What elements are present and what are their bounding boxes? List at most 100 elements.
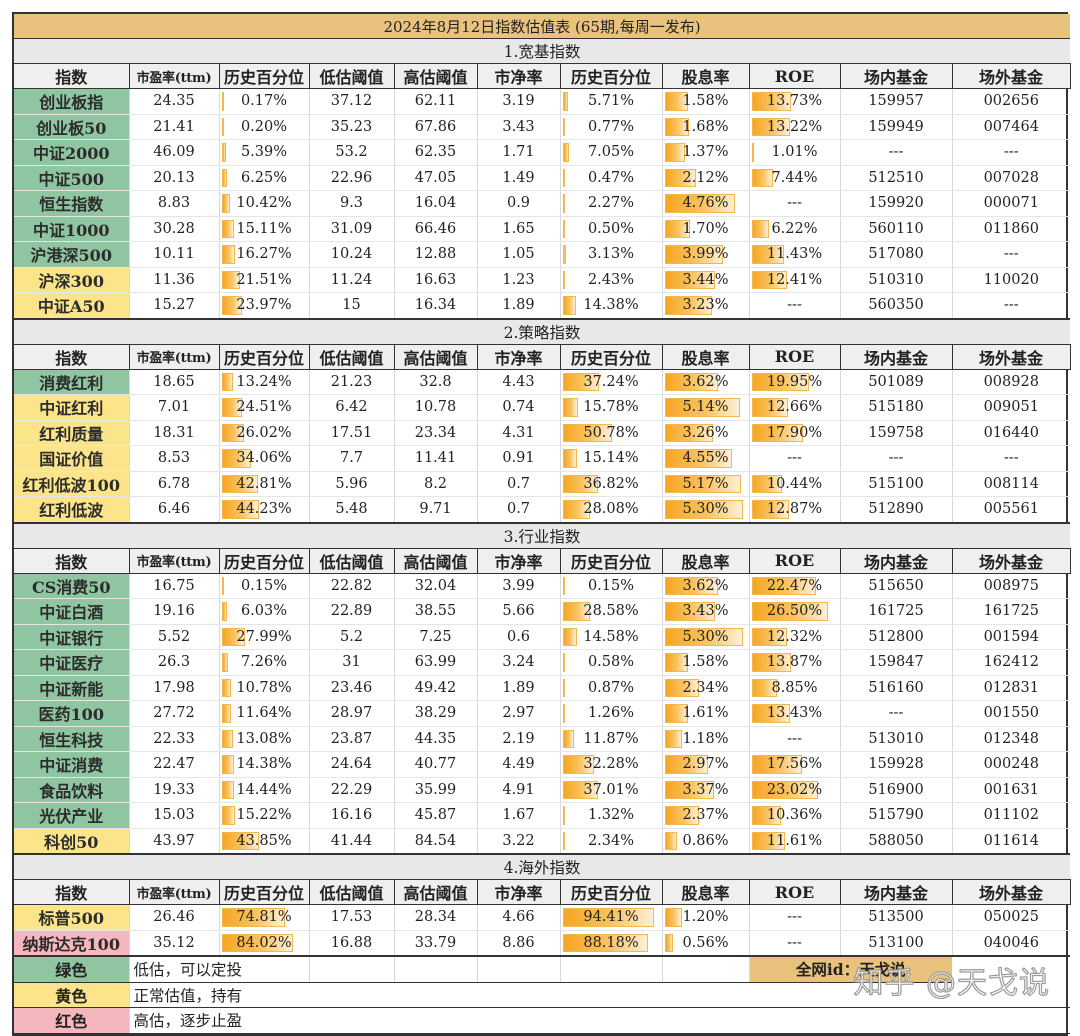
cell-value: 17.90%: [766, 424, 823, 441]
data-bar: [221, 117, 224, 136]
cell-value: 13.24%: [236, 373, 292, 390]
legend-row: 绿色 低估，可以定投 全网id：天戈说: [14, 956, 1070, 983]
data-bar: [751, 423, 804, 442]
cell-div: 1.18%: [662, 726, 750, 752]
cell-pe-pct: 0.20%: [219, 114, 310, 140]
cell-value: 3.44%: [682, 271, 729, 288]
index-name: 国证价值: [14, 445, 130, 472]
cell-pb: 8.86: [477, 930, 561, 957]
data-bar: [221, 168, 227, 187]
cell-value: 23.02%: [766, 781, 823, 798]
cell-otc: 110020: [952, 267, 1071, 293]
table-row: 沪深300 11.36 21.51% 11.24 16.63 1.23 2.43% 3.44%…: [14, 267, 1071, 293]
cell-pb-pct: 0.15%: [560, 573, 663, 599]
cell-value: 17.56%: [766, 756, 823, 773]
data-bar: [221, 296, 242, 315]
cell-pe: 6.46: [129, 496, 220, 524]
index-name: 沪港深500: [14, 241, 130, 268]
cell-etf: 159847: [840, 649, 953, 676]
table-row: 红利低波 6.46 44.23% 5.48 9.71 0.7 28.08% 5.30% 12.8…: [14, 496, 1071, 524]
cell-pb: 1.71: [477, 139, 561, 166]
empty-cell: [662, 956, 750, 983]
data-bar: [562, 908, 655, 927]
data-bar: [221, 806, 235, 825]
cell-etf: 513100: [840, 930, 953, 957]
cell-value: 1.68%: [682, 118, 729, 135]
data-bar: [221, 678, 231, 697]
cell-value: 2.34%: [682, 679, 729, 696]
data-bar: [751, 219, 770, 238]
column-header: ROE: [749, 344, 841, 370]
cell-etf: 159928: [840, 751, 953, 778]
column-header: 高估阈值: [394, 879, 478, 905]
data-bar: [664, 245, 724, 264]
column-header-row: 指数 市盈率(ttm) 历史百分位 低估阈值 高估阈值 市净率 历史百分位 股息率 ROE 场内基…: [14, 879, 1071, 905]
cell-low: 22.82: [309, 573, 395, 599]
index-name: 中证2000: [14, 139, 130, 166]
cell-value: 13.73%: [766, 93, 823, 110]
cell-pe-pct: 14.44%: [219, 777, 310, 803]
data-bar: [221, 92, 224, 111]
cell-value: 43.85%: [236, 832, 292, 849]
cell-roe: 12.66%: [749, 394, 841, 421]
data-bar: [562, 117, 565, 136]
data-bar: [221, 423, 244, 442]
cell-div: 3.26%: [662, 420, 750, 446]
cell-pb-pct: 50.78%: [560, 420, 663, 446]
data-bar: [562, 449, 578, 468]
cell-otc: 011860: [952, 216, 1071, 242]
data-bar: [664, 143, 685, 162]
cell-low: 15: [309, 292, 395, 320]
cell-low: 22.96: [309, 165, 395, 191]
cell-pb-pct: 0.87%: [560, 675, 663, 701]
data-bar: [562, 219, 565, 238]
cell-pb: 0.91: [477, 445, 561, 472]
data-bar: [562, 143, 570, 162]
cell-etf: 159758: [840, 420, 953, 446]
legend-text: 高估，逐步止盈: [129, 1007, 1071, 1034]
index-name: 红利低波100: [14, 471, 130, 497]
cell-value: 0.87%: [587, 679, 635, 696]
section-row: 2.策略指数: [14, 318, 1071, 345]
empty-cell: [560, 956, 663, 983]
index-name: 光伏产业: [14, 802, 130, 829]
cell-pb-pct: 14.58%: [560, 624, 663, 650]
cell-pb: 0.7: [477, 471, 561, 497]
column-header: 股息率: [662, 879, 750, 905]
cell-etf: 513010: [840, 726, 953, 752]
data-bar: [221, 474, 259, 493]
data-bar: [751, 270, 788, 289]
legend-color-label: 红色: [14, 1007, 130, 1034]
cell-pe-pct: 15.11%: [219, 216, 310, 242]
cell-div: 3.44%: [662, 267, 750, 293]
cell-high: 63.99: [394, 649, 478, 676]
page-title: 2024年8月12日指数估值表 (65期,每周一发布): [14, 14, 1071, 39]
data-bar: [664, 653, 688, 672]
data-bar: [562, 653, 565, 672]
cell-div: 0.56%: [662, 930, 750, 957]
cell-roe: 23.02%: [749, 777, 841, 803]
cell-roe: 12.41%: [749, 267, 841, 293]
column-header: 场外基金: [952, 63, 1071, 89]
cell-pe-pct: 6.25%: [219, 165, 310, 191]
cell-roe: 10.36%: [749, 802, 841, 829]
cell-high: 12.88: [394, 241, 478, 268]
data-bar: [562, 398, 578, 417]
cell-pe: 30.28: [129, 216, 220, 242]
index-name: 创业板指: [14, 88, 130, 115]
data-bar: [751, 117, 790, 136]
cell-value: 5.30%: [682, 501, 729, 518]
cell-low: 23.87: [309, 726, 395, 752]
cell-etf: 515180: [840, 394, 953, 421]
cell-pe: 19.16: [129, 598, 220, 625]
cell-low: 16.16: [309, 802, 395, 829]
cell-low: 9.3: [309, 190, 395, 217]
cell-low: 41.44: [309, 828, 395, 855]
column-header: 历史百分位: [219, 548, 310, 574]
cell-pe-pct: 26.02%: [219, 420, 310, 446]
column-header: 指数: [14, 344, 130, 370]
cell-value: 15.14%: [583, 450, 639, 467]
cell-pb-pct: 11.87%: [560, 726, 663, 752]
table-row: 中证新能 17.98 10.78% 23.46 49.42 1.89 0.87% 2.34% 8…: [14, 675, 1071, 701]
cell-pe-pct: 0.17%: [219, 88, 310, 115]
